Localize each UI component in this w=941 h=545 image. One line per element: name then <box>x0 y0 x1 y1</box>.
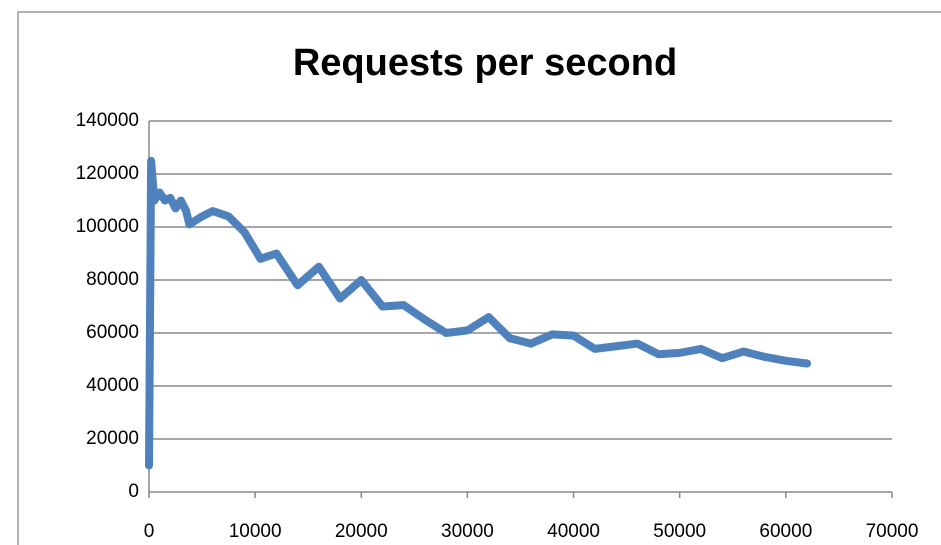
x-tick-label: 60000 <box>759 521 812 542</box>
x-tick-label: 40000 <box>547 521 600 542</box>
y-tick-label: 60000 <box>86 322 139 343</box>
x-tick-label: 50000 <box>653 521 706 542</box>
line <box>145 156 812 470</box>
chart-title: Requests per second <box>293 42 677 84</box>
x-tick-label: 10000 <box>229 521 282 542</box>
x-tick-label: 30000 <box>441 521 494 542</box>
y-tick-label: 40000 <box>86 375 139 396</box>
chart-frame <box>17 11 941 545</box>
y-tick-label: 0 <box>128 481 139 502</box>
y-tick-label: 140000 <box>76 110 139 131</box>
y-tick-label: 100000 <box>76 216 139 237</box>
x-tick-label: 20000 <box>335 521 388 542</box>
x-tick-label: 0 <box>144 521 155 542</box>
y-tick-label: 120000 <box>76 163 139 184</box>
x-tick-label: 70000 <box>866 521 919 542</box>
y-tick-label: 20000 <box>86 428 139 449</box>
y-tick-label: 80000 <box>86 269 139 290</box>
